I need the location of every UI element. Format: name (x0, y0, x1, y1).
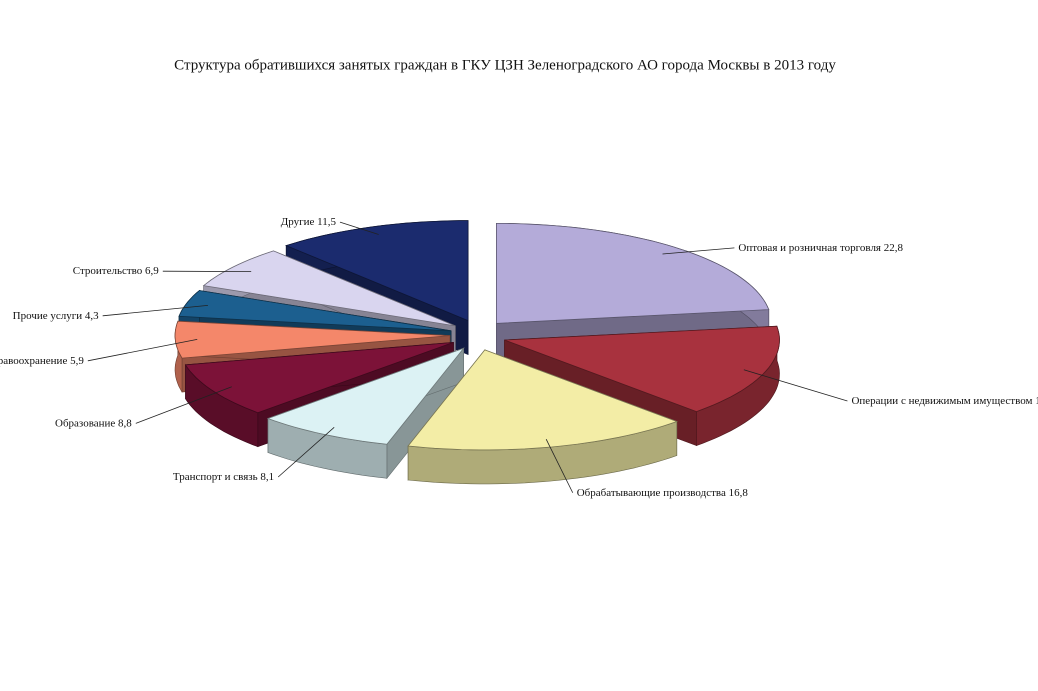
slice (407, 349, 678, 485)
value-label: 16,8 (729, 486, 749, 498)
value-label: 4,3 (85, 309, 99, 321)
category-label: Транспорт и связь (173, 471, 258, 483)
value-label: 8,8 (118, 417, 132, 429)
data-label: Транспорт и связь 8,1 (173, 471, 274, 483)
data-label: Строительство 6,9 (73, 265, 160, 277)
value-label: 5,9 (70, 354, 84, 366)
leader-line (277, 426, 335, 478)
value-label: 11,5 (317, 216, 336, 228)
leader-line (339, 221, 379, 235)
category-label: Операции с недвижимым имуществом (851, 395, 1032, 407)
data-label: Оптовая и розничная торговля 22,8 (738, 241, 903, 253)
slice-top (202, 250, 456, 327)
data-label: Здравоохранение 5,9 (0, 354, 84, 366)
category-label: Здравоохранение (0, 354, 67, 366)
slice-top (184, 342, 454, 414)
value-label: 6,9 (145, 265, 159, 277)
value-label: 22,8 (884, 241, 904, 253)
category-label: Обрабатывающие производства (577, 486, 726, 498)
leader-line (87, 338, 198, 362)
slice-top (285, 220, 469, 322)
slice-top (407, 349, 678, 451)
slice-top (496, 223, 770, 324)
slice (266, 347, 465, 480)
data-label: Прочие услуги 4,3 (13, 309, 99, 321)
data-label: Образование 8,8 (55, 417, 132, 429)
leader-line (662, 247, 735, 255)
leader-line (102, 304, 208, 317)
category-label: Образование (55, 417, 115, 429)
leader-line (545, 439, 574, 493)
category-label: Прочие услуги (13, 309, 83, 321)
data-label: Другие 11,5 (281, 216, 337, 228)
chart-title: Структура обратившихся занятых граждан в… (174, 57, 836, 73)
slice-top (174, 320, 451, 359)
data-label: Обрабатывающие производства 16,8 (577, 486, 749, 498)
category-label: Другие (281, 216, 315, 228)
category-label: Оптовая и розничная торговля (738, 241, 881, 253)
value-label: 14,9 (1035, 395, 1038, 407)
leader-line (743, 369, 848, 402)
slice-top (504, 325, 780, 413)
category-label: Строительство (73, 265, 143, 277)
leader-line (135, 386, 232, 424)
slice-top (266, 347, 465, 445)
data-label: Операции с недвижимым имуществом 14,9 (851, 395, 1038, 407)
slice-top (178, 290, 452, 332)
value-label: 8,1 (260, 471, 274, 483)
